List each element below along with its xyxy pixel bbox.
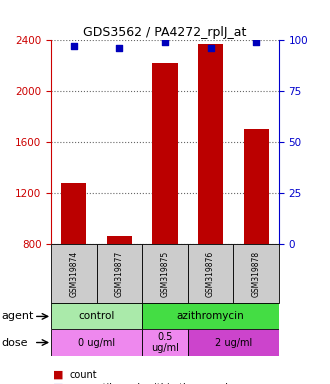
Point	[117, 45, 122, 51]
Bar	[51, 303, 142, 329]
Text: percentile rank within the sample: percentile rank within the sample	[69, 383, 234, 384]
Bar	[142, 303, 279, 329]
Bar	[188, 329, 279, 356]
Bar	[97, 244, 142, 303]
Text: 0 ug/ml: 0 ug/ml	[78, 338, 115, 348]
Bar	[244, 129, 269, 346]
Title: GDS3562 / PA4272_rplJ_at: GDS3562 / PA4272_rplJ_at	[83, 26, 247, 39]
Text: GSM319876: GSM319876	[206, 250, 215, 297]
Bar	[51, 329, 142, 356]
Text: GSM319875: GSM319875	[160, 250, 170, 297]
Text: GSM319878: GSM319878	[251, 250, 261, 297]
Bar	[142, 329, 188, 356]
Text: agent: agent	[2, 311, 34, 321]
Text: count: count	[69, 370, 97, 380]
Point	[71, 43, 77, 50]
Text: ■: ■	[53, 370, 63, 380]
Bar	[233, 244, 279, 303]
Point	[162, 39, 168, 45]
Point	[208, 45, 213, 51]
Text: dose: dose	[2, 338, 28, 348]
Text: control: control	[79, 311, 115, 321]
Text: azithromycin: azithromycin	[177, 311, 245, 321]
Bar	[198, 44, 223, 346]
Bar	[51, 244, 97, 303]
Bar	[152, 63, 178, 346]
Text: 0.5
ug/ml: 0.5 ug/ml	[151, 332, 179, 353]
Text: ■: ■	[53, 383, 63, 384]
Bar	[142, 244, 188, 303]
Point	[253, 39, 259, 45]
Text: GSM319877: GSM319877	[115, 250, 124, 297]
Text: GSM319874: GSM319874	[69, 250, 79, 297]
Bar	[61, 183, 86, 346]
Bar	[188, 244, 233, 303]
Text: 2 ug/ml: 2 ug/ml	[215, 338, 252, 348]
Bar	[107, 236, 132, 346]
